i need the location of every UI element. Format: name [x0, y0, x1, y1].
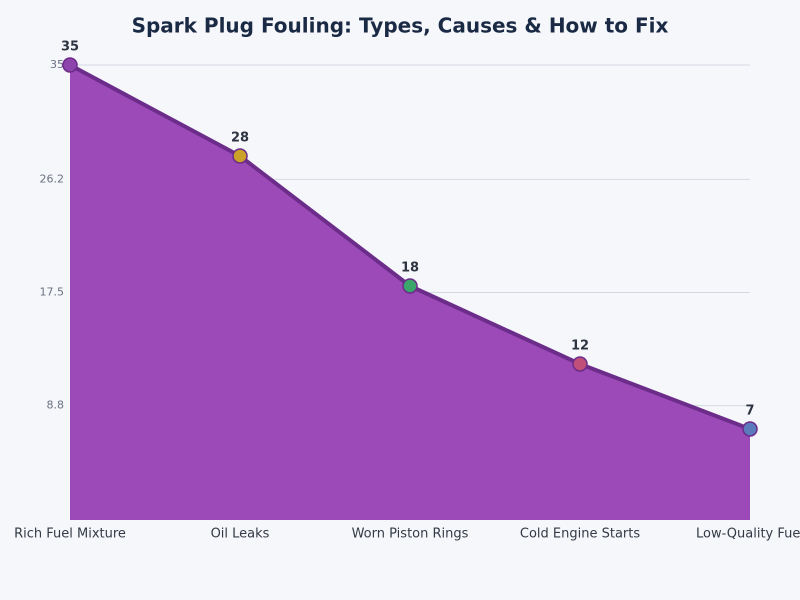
data-label: 35 — [61, 40, 79, 55]
data-label: 12 — [571, 339, 589, 354]
point — [62, 57, 78, 73]
data-label: 28 — [231, 131, 249, 146]
x-tick-label: Cold Engine Starts — [520, 527, 640, 542]
y-tick-label: 35 — [50, 58, 64, 71]
x-tick-label: Oil Leaks — [211, 527, 270, 542]
y-tick-label: 26.2 — [40, 172, 65, 185]
point — [572, 356, 588, 372]
x-tick-label: Low-Quality Fuel — [696, 527, 800, 542]
x-tick-label: Worn Piston Rings — [352, 527, 469, 542]
x-tick-label: Rich Fuel Mixture — [14, 527, 126, 542]
point — [232, 148, 248, 164]
data-label: 18 — [401, 261, 419, 276]
y-tick-label: 17.5 — [40, 286, 65, 299]
data-label: 7 — [745, 404, 754, 419]
point — [402, 278, 418, 294]
point — [742, 421, 758, 437]
chart-title: Spark Plug Fouling: Types, Causes & How … — [132, 14, 669, 38]
y-tick-label: 8.8 — [47, 399, 65, 412]
